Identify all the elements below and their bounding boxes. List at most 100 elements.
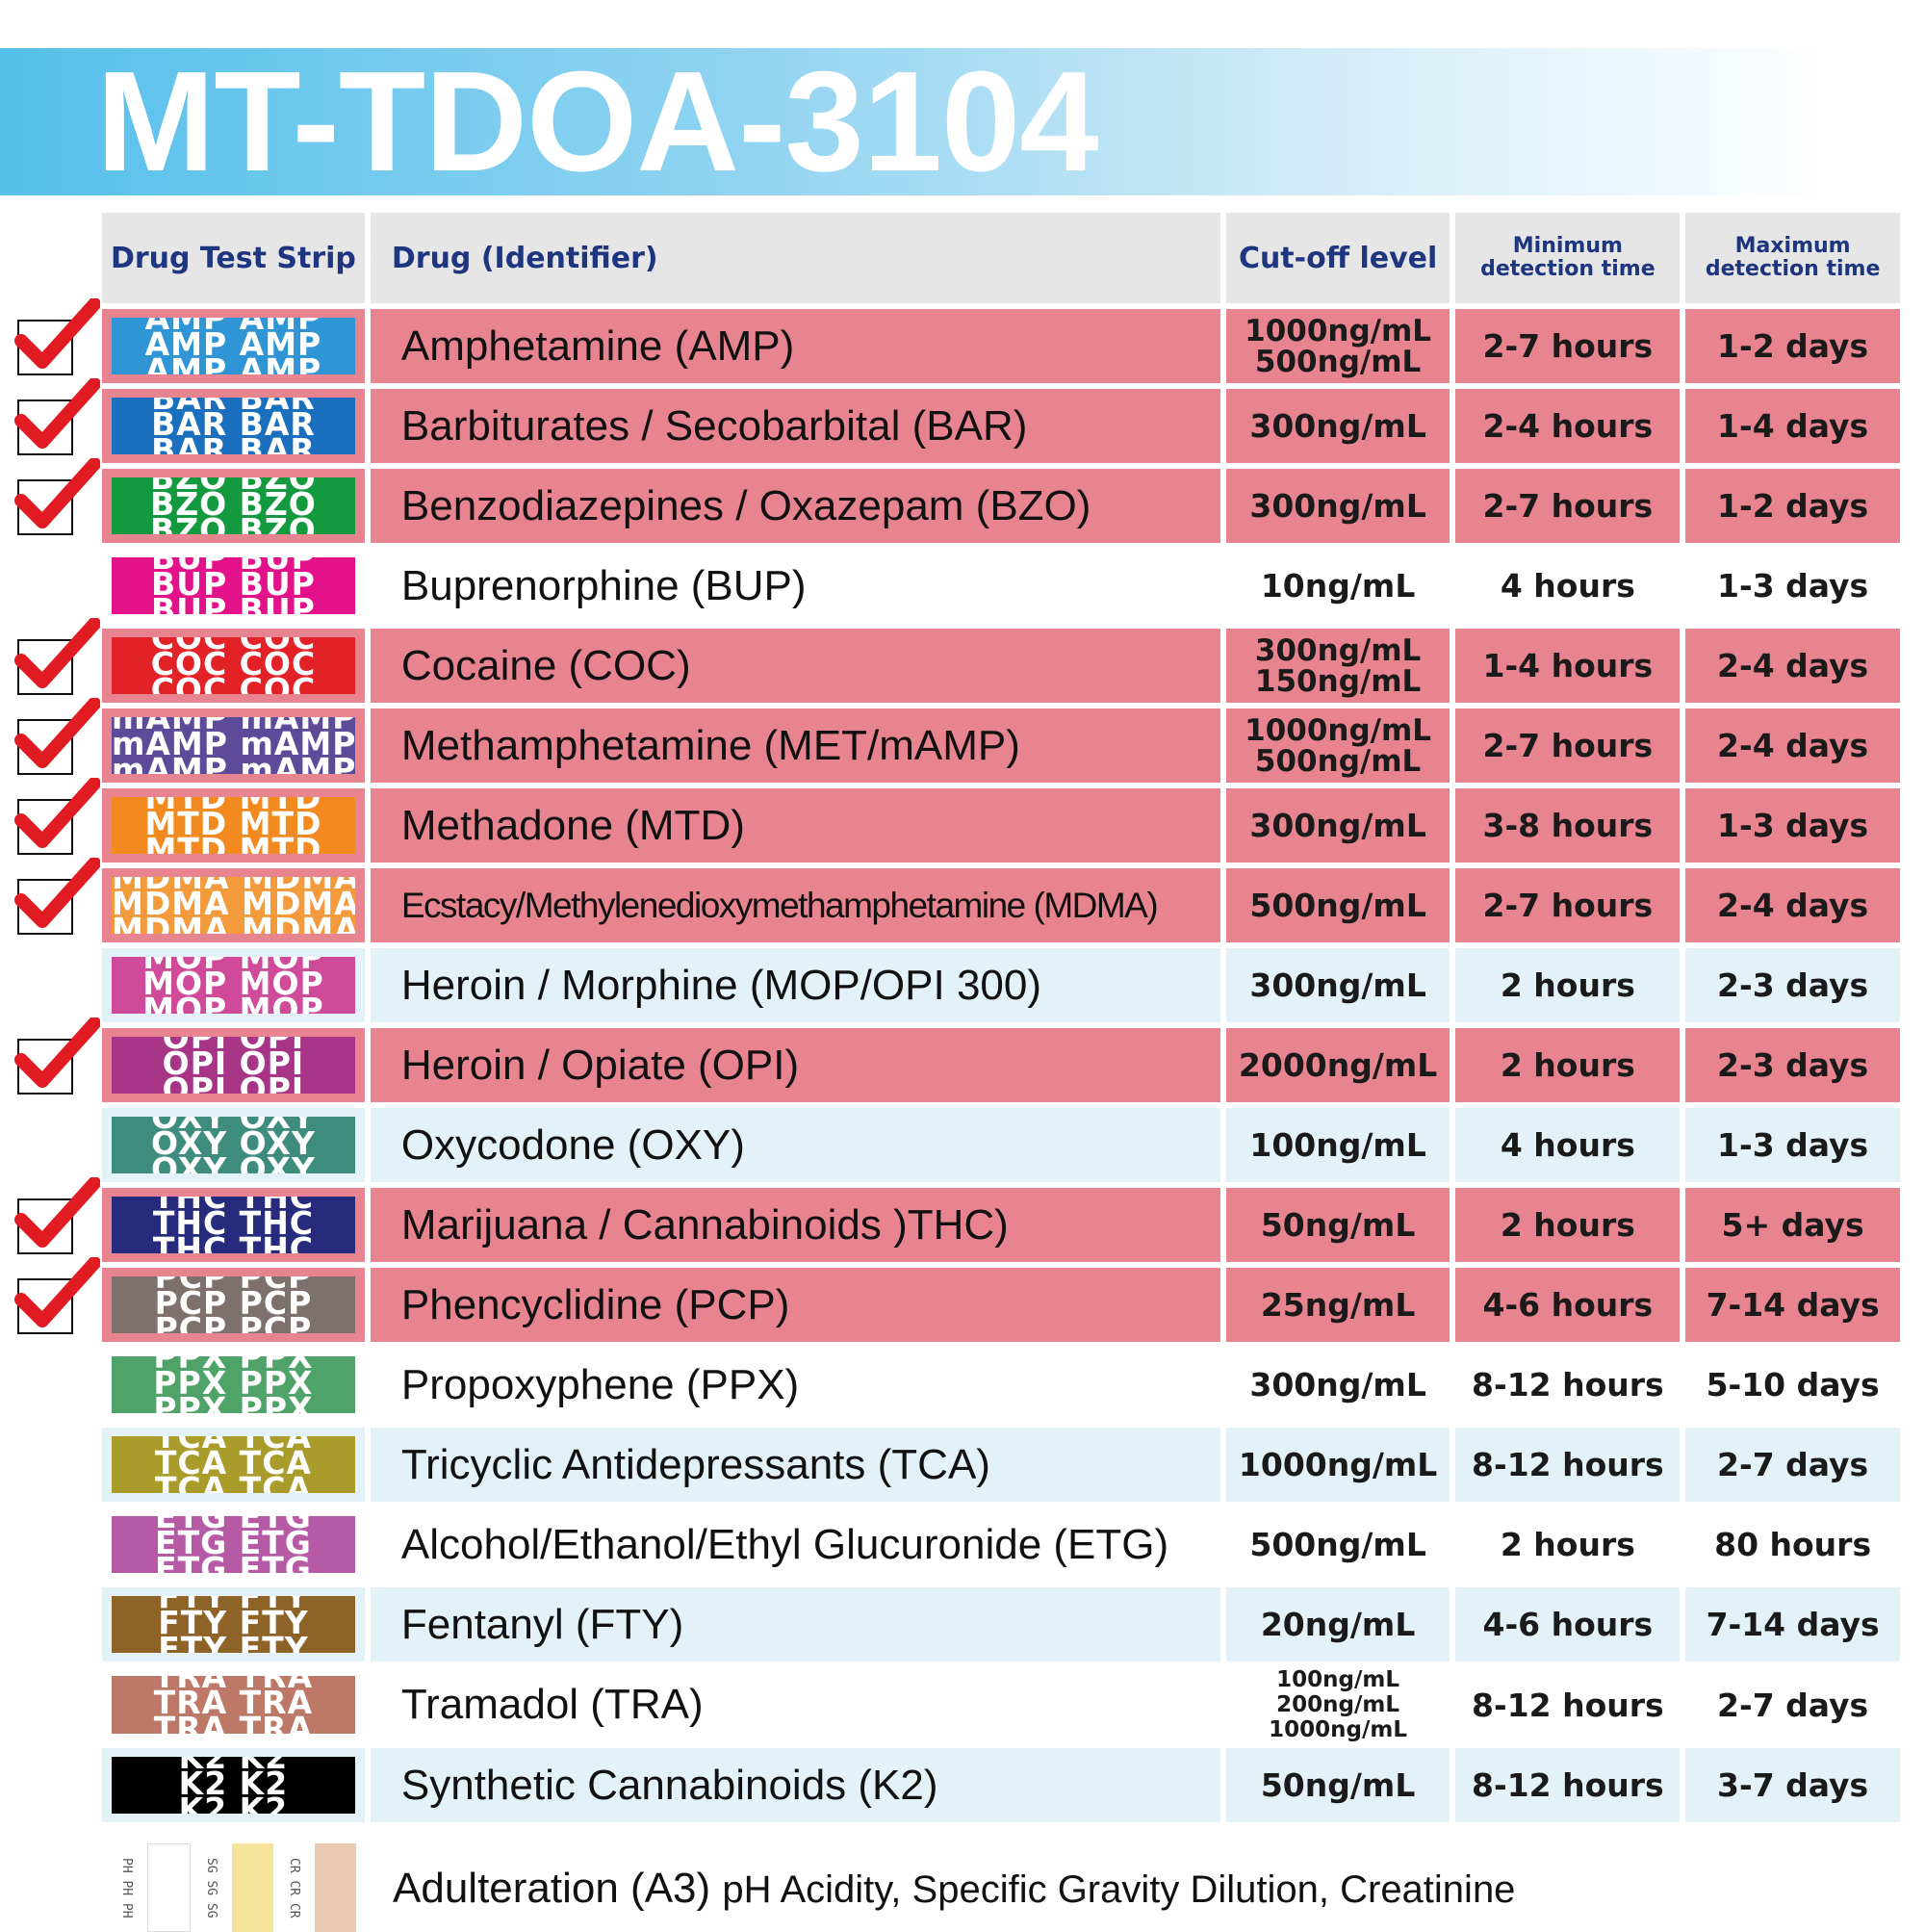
drug-name: Barbiturates / Secobarbital (BAR) bbox=[370, 389, 1220, 463]
max-detection-time: 2-7 days bbox=[1685, 1667, 1900, 1742]
cutoff-level: 50ng/mL bbox=[1225, 1748, 1450, 1822]
strip-code: FTY FTY bbox=[158, 1604, 309, 1641]
min-detection-time: 2-7 hours bbox=[1455, 469, 1681, 543]
cutoff-level: 100ng/mL bbox=[1225, 1108, 1450, 1182]
strip-code: MDMA MDMA bbox=[112, 885, 355, 922]
min-detection-time: 2 hours bbox=[1455, 1188, 1681, 1262]
strip-cell: MOP MOP MOP MOP MOP MOP bbox=[102, 948, 365, 1022]
table-row: THC THC THC THC THC THC Marijuana / Cannabi… bbox=[102, 1188, 1900, 1262]
strip-cell: BAR BAR BAR BAR BAR BAR bbox=[102, 389, 365, 463]
max-detection-time: 2-4 days bbox=[1685, 629, 1900, 703]
drug-name: Buprenorphine (BUP) bbox=[370, 549, 1220, 623]
strip-cell: AMP AMP AMP AMP AMP AMP bbox=[102, 309, 365, 383]
strip-code: K2 K2 bbox=[178, 1790, 289, 1814]
strip-code: TCA TCA bbox=[154, 1436, 312, 1455]
test-strip-swatch: THC THC THC THC THC THC bbox=[112, 1197, 355, 1253]
check-mark-icon bbox=[14, 617, 100, 695]
test-strip-swatch: PPX PPX PPX PPX PPX PPX bbox=[112, 1356, 355, 1413]
drug-name: Synthetic Cannabinoids (K2) bbox=[370, 1748, 1220, 1822]
min-detection-time: 2-4 hours bbox=[1455, 389, 1681, 463]
strip-code: THC THC bbox=[152, 1230, 315, 1253]
cutoff-level: 300ng/mL 150ng/mL bbox=[1225, 629, 1450, 703]
drug-test-table: Drug Test Strip Drug (Identifier) Cut-of… bbox=[96, 207, 1906, 1828]
strip-code: PCP PCP bbox=[154, 1284, 313, 1322]
table-row: TRA TRA TRA TRA TRA TRA Tramadol (TRA) 100ng… bbox=[102, 1667, 1900, 1742]
drug-name: Ecstacy/Methylenedioxymethamphetamine (M… bbox=[370, 868, 1220, 942]
min-detection-time: 2 hours bbox=[1455, 1507, 1681, 1582]
drug-name: Heroin / Opiate (OPI) bbox=[370, 1028, 1220, 1102]
pad-code-label: SG SG SG bbox=[191, 1843, 232, 1932]
strip-code: AMP AMP bbox=[144, 325, 322, 363]
drug-name: Amphetamine (AMP) bbox=[370, 309, 1220, 383]
title-banner bbox=[0, 48, 1829, 195]
min-detection-time: 8-12 hours bbox=[1455, 1348, 1681, 1422]
strip-code: OXY OXY bbox=[150, 1124, 316, 1162]
strip-cell: THC THC THC THC THC THC bbox=[102, 1188, 365, 1262]
strip-cell: ETG ETG ETG ETG ETG ETG bbox=[102, 1507, 365, 1582]
strip-cell: COC COC COC COC COC COC bbox=[102, 629, 365, 703]
test-strip-swatch: BAR BAR BAR BAR BAR BAR bbox=[112, 398, 355, 454]
strip-code: BAR BAR bbox=[151, 431, 316, 454]
table-row: BAR BAR BAR BAR BAR BAR Barbiturates / Seco… bbox=[102, 389, 1900, 463]
max-detection-time: 5+ days bbox=[1685, 1188, 1900, 1262]
strip-cell: PCP PCP PCP PCP PCP PCP bbox=[102, 1268, 365, 1342]
strip-code: BUP BUP bbox=[151, 591, 316, 614]
strip-cell: PPX PPX PPX PPX PPX PPX bbox=[102, 1348, 365, 1422]
check-mark-icon bbox=[14, 697, 100, 775]
max-detection-time: 1-3 days bbox=[1685, 788, 1900, 863]
drug-name: Alcohol/Ethanol/Ethyl Glucuronide (ETG) bbox=[370, 1507, 1220, 1582]
max-detection-time: 7-14 days bbox=[1685, 1268, 1900, 1342]
drug-name: Fentanyl (FTY) bbox=[370, 1587, 1220, 1662]
strip-cell: K2 K2 K2 K2 K2 K2 bbox=[102, 1748, 365, 1822]
cutoff-level: 10ng/mL bbox=[1225, 549, 1450, 623]
test-strip-swatch: TRA TRA TRA TRA TRA TRA bbox=[112, 1676, 355, 1734]
drug-name: Oxycodone (OXY) bbox=[370, 1108, 1220, 1182]
min-detection-time: 4 hours bbox=[1455, 1108, 1681, 1182]
adulteration-detail: pH Acidity, Specific Gravity Dilution, C… bbox=[722, 1868, 1516, 1911]
max-detection-time: 1-3 days bbox=[1685, 1108, 1900, 1182]
check-mark-icon bbox=[14, 457, 100, 535]
check-mark-icon bbox=[14, 857, 100, 935]
table-row: TCA TCA TCA TCA TCA TCA Tricyclic Antidepre… bbox=[102, 1428, 1900, 1502]
adulteration-name: Adulteration (A3) bbox=[393, 1865, 711, 1912]
strip-code: BUP BUP bbox=[151, 565, 316, 603]
test-strip-swatch: OPI OPI OPI OPI OPI OPI bbox=[112, 1037, 355, 1094]
min-detection-time: 8-12 hours bbox=[1455, 1748, 1681, 1822]
drug-name: Heroin / Morphine (MOP/OPI 300) bbox=[370, 948, 1220, 1022]
min-detection-time: 2-7 hours bbox=[1455, 309, 1681, 383]
test-strip-swatch: mAMP mAMP mAMP mAMP mAMP mAMP bbox=[112, 717, 355, 774]
pad-code-label: CR CR CR bbox=[273, 1843, 315, 1932]
test-strip-swatch: FTY FTY FTY FTY FTY FTY bbox=[112, 1596, 355, 1653]
test-strip-swatch: OXY OXY OXY OXY OXY OXY bbox=[112, 1117, 355, 1173]
table-row: MOP MOP MOP MOP MOP MOP Heroin / Morphine (… bbox=[102, 948, 1900, 1022]
strip-code: MTD MTD bbox=[144, 805, 322, 842]
strip-code: OPI OPI bbox=[162, 1044, 305, 1082]
drug-name: Marijuana / Cannabinoids )THC) bbox=[370, 1188, 1220, 1262]
strip-cell: BZO BZO BZO BZO BZO BZO bbox=[102, 469, 365, 543]
test-strip-swatch: COC COC COC COC COC COC bbox=[112, 637, 355, 694]
adulteration-pad bbox=[315, 1843, 356, 1932]
strip-code: PCP PCP bbox=[154, 1276, 313, 1296]
min-detection-time: 1-4 hours bbox=[1455, 629, 1681, 703]
test-strip-swatch: ETG ETG ETG ETG ETG ETG bbox=[112, 1516, 355, 1573]
strip-code: OXY OXY bbox=[150, 1150, 316, 1173]
strip-code: COC COC bbox=[150, 637, 317, 657]
max-detection-time: 3-7 days bbox=[1685, 1748, 1900, 1822]
strip-code: OPI OPI bbox=[162, 1037, 305, 1056]
test-strip-swatch: MDMA MDMA MDMA MDMA MDMA MDMA bbox=[112, 877, 355, 934]
strip-code: PCP PCP bbox=[154, 1310, 313, 1333]
max-detection-time: 2-3 days bbox=[1685, 1028, 1900, 1102]
header-min-detection: Minimum detection time bbox=[1455, 213, 1681, 303]
adulteration-pad bbox=[232, 1843, 273, 1932]
check-mark-icon bbox=[14, 1256, 100, 1334]
table-row: PPX PPX PPX PPX PPX PPX Propoxyphene (PPX) 3… bbox=[102, 1348, 1900, 1422]
header-drug: Drug (Identifier) bbox=[370, 213, 1220, 303]
table-row: OXY OXY OXY OXY OXY OXY Oxycodone (OXY) 100n… bbox=[102, 1108, 1900, 1182]
adulteration-strip: PH PH PH SG SG SG CR CR CR bbox=[106, 1843, 356, 1932]
strip-code: mAMP mAMP bbox=[112, 751, 355, 774]
table-row: AMP AMP AMP AMP AMP AMP Amphetamine (AMP) 10… bbox=[102, 309, 1900, 383]
cutoff-level: 300ng/mL bbox=[1225, 948, 1450, 1022]
strip-code: OXY OXY bbox=[150, 1117, 316, 1136]
check-mark-icon bbox=[14, 1176, 100, 1254]
table-row: OPI OPI OPI OPI OPI OPI Heroin / Opiate (OP… bbox=[102, 1028, 1900, 1102]
